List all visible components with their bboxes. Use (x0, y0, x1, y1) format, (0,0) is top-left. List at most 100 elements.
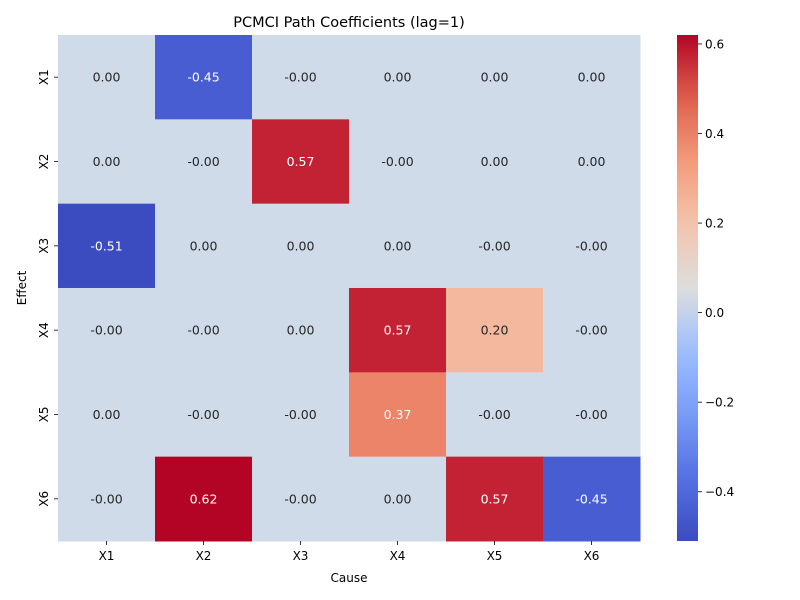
x-tick-label: X5 (487, 549, 503, 563)
cell-value-label: -0.00 (187, 407, 219, 422)
cell-value-label: 0.00 (384, 238, 412, 253)
heatmap-cell (155, 119, 253, 205)
heatmap-cell (543, 203, 641, 289)
heatmap-cell (252, 203, 350, 289)
cell-value-label: 0.00 (384, 70, 412, 85)
y-tick-label: X2 (37, 154, 51, 170)
heatmap-cell (155, 35, 253, 120)
x-axis-ticks: X1 X2 X3 X4 X5 X6 (99, 540, 600, 563)
colorbar-tick-label: 0.4 (705, 127, 724, 141)
heatmap-cell (252, 287, 350, 373)
x-tick-label: X2 (196, 549, 212, 563)
colorbar-tick-label: 0.6 (705, 37, 724, 51)
heatmap-cell (252, 35, 350, 120)
cell-value-label: -0.00 (90, 323, 122, 338)
cell-value-label: -0.45 (575, 491, 607, 506)
x-tick-label: X3 (293, 549, 309, 563)
cell-value-label: -0.00 (478, 238, 510, 253)
heatmap-cell (446, 372, 544, 458)
cell-value-label: -0.00 (187, 154, 219, 169)
y-axis-label: Effect (15, 270, 29, 305)
heatmap-cell (155, 372, 253, 458)
cell-value-label: -0.00 (284, 491, 316, 506)
cell-value-label: 0.00 (93, 70, 121, 85)
cell-value-label: 0.00 (93, 154, 121, 169)
cell-value-label: 0.00 (190, 238, 218, 253)
cell-value-label: 0.00 (287, 238, 315, 253)
cell-value-label: -0.00 (575, 238, 607, 253)
heatmap-cell (349, 372, 447, 458)
x-tick-label: X4 (390, 549, 406, 563)
cell-value-label: -0.00 (187, 323, 219, 338)
heatmap-cell (58, 203, 156, 289)
colorbar-ticks: −0.4 −0.2 0.0 0.2 0.4 0.6 (698, 37, 734, 499)
cell-value-label: 0.37 (384, 407, 412, 422)
cell-value-label: 0.00 (481, 70, 509, 85)
cell-value-label: -0.00 (575, 407, 607, 422)
cell-value-label: -0.00 (575, 323, 607, 338)
y-tick-label: X6 (37, 491, 51, 507)
colorbar-tick-label: 0.0 (705, 306, 724, 320)
cell-value-label: 0.00 (384, 491, 412, 506)
y-tick-label: X1 (37, 69, 51, 85)
heatmap-cells (58, 35, 641, 542)
cell-value-label: 0.00 (578, 154, 606, 169)
heatmap-cell (543, 119, 641, 205)
heatmap-cell (349, 287, 447, 373)
heatmap-cell (543, 287, 641, 373)
cell-value-label: -0.45 (187, 70, 219, 85)
heatmap-cell (155, 203, 253, 289)
cell-value-label: -0.00 (90, 491, 122, 506)
heatmap-cell (58, 119, 156, 205)
heatmap-cell (58, 372, 156, 458)
cell-value-label: 0.00 (578, 70, 606, 85)
chart-title: PCMCI Path Coefficients (lag=1) (233, 15, 465, 31)
cell-value-label: 0.57 (287, 154, 315, 169)
cell-value-label: -0.00 (478, 407, 510, 422)
heatmap-cell (349, 35, 447, 120)
heatmap-cell-labels: 0.00 -0.45 -0.00 0.00 0.00 0.00 0.00 -0.00 0.57 -… (90, 70, 607, 507)
colorbar (677, 35, 698, 541)
heatmap-cell (155, 287, 253, 373)
heatmap-cell (446, 287, 544, 373)
cell-value-label: 0.57 (481, 491, 509, 506)
colorbar-tick-label: 0.2 (705, 217, 724, 231)
heatmap-cell (543, 35, 641, 120)
cell-value-label: -0.00 (284, 70, 316, 85)
heatmap-cell (543, 372, 641, 458)
heatmap-cell (349, 456, 447, 542)
cell-value-label: 0.62 (190, 491, 218, 506)
x-axis-label: Cause (331, 571, 368, 585)
heatmap-cell (349, 119, 447, 205)
cell-value-label: -0.00 (381, 154, 413, 169)
cell-value-label: 0.00 (93, 407, 121, 422)
cell-value-label: 0.00 (481, 154, 509, 169)
y-tick-label: X3 (37, 238, 51, 254)
heatmap-cell (58, 35, 156, 120)
heatmap-cell (155, 456, 253, 542)
x-tick-label: X6 (584, 549, 600, 563)
heatmap-cell (58, 456, 156, 542)
colorbar-tick-label: −0.2 (705, 396, 734, 410)
cell-value-label: -0.00 (284, 407, 316, 422)
y-axis-ticks: X1 X2 X3 X4 X5 X6 (37, 69, 58, 507)
y-tick-label: X4 (37, 322, 51, 338)
y-tick-label: X5 (37, 407, 51, 423)
cell-value-label: 0.00 (287, 323, 315, 338)
colorbar-tick-label: −0.4 (705, 485, 734, 499)
heatmap-cell (58, 287, 156, 373)
heatmap-cell (252, 119, 350, 205)
heatmap-cell (543, 456, 641, 542)
heatmap-cell (252, 372, 350, 458)
x-tick-label: X1 (99, 549, 115, 563)
heatmap-cell (446, 35, 544, 120)
heatmap-cell (446, 119, 544, 205)
heatmap-cell (446, 456, 544, 542)
cell-value-label: 0.57 (384, 323, 412, 338)
heatmap-cell (446, 203, 544, 289)
cell-value-label: -0.51 (90, 238, 122, 253)
heatmap-cell (349, 203, 447, 289)
heatmap-cell (252, 456, 350, 542)
